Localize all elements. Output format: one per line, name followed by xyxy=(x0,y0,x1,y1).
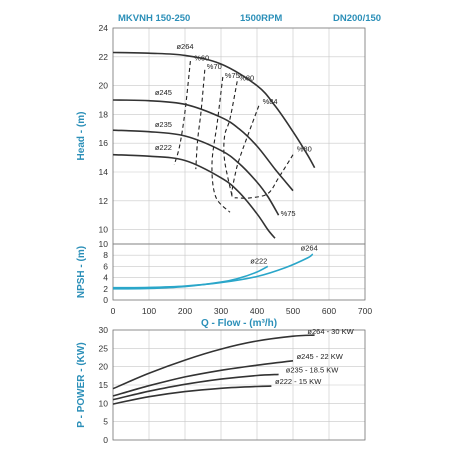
series-label: ø264 xyxy=(176,42,193,51)
head-y-tick-label: 14 xyxy=(99,167,109,177)
model-title: MKVNH 150-250 xyxy=(118,13,190,24)
head-y-tick-label: 18 xyxy=(99,109,109,119)
series-line xyxy=(112,99,294,192)
head-y-tick-label: 20 xyxy=(99,81,109,91)
npsh-y-tick-label: 0 xyxy=(103,295,108,305)
npsh-y-tick-label: 10 xyxy=(99,239,109,249)
x-tick-label: 500 xyxy=(286,306,300,316)
power-y-tick-label: 20 xyxy=(99,362,109,372)
efficiency-label: %75 xyxy=(281,209,296,218)
series-line xyxy=(112,334,315,390)
series-label: ø245 - 22 KW xyxy=(297,352,344,361)
head-y-tick-label: 10 xyxy=(99,225,109,235)
power-panel: 0 5 10 15 20 25 30 P - POWER - (KW) ø264 - 30 KW… xyxy=(76,325,366,445)
x-tick-label: 0 xyxy=(111,306,116,316)
series-label: ø222 xyxy=(250,256,267,265)
npsh-y-axis-label: NPSH - (m) xyxy=(76,246,87,298)
efficiency-line xyxy=(223,81,238,196)
series-label: ø245 xyxy=(155,88,172,97)
series-line xyxy=(112,51,316,169)
power-y-tick-label: 30 xyxy=(99,325,109,335)
x-tick-label: 700 xyxy=(358,306,372,316)
efficiency-label: %70 xyxy=(207,62,222,71)
power-y-axis-label: P - POWER - (KW) xyxy=(76,342,87,427)
npsh-y-tick-label: 6 xyxy=(103,261,108,271)
series-line xyxy=(112,153,276,239)
power-y-tick-label: 15 xyxy=(99,380,109,390)
series-label: ø222 xyxy=(155,143,172,152)
head-y-axis-label: Head - (m) xyxy=(76,112,87,161)
series-line xyxy=(112,360,294,397)
power-y-tick-label: 0 xyxy=(103,435,108,445)
power-y-tick-label: 25 xyxy=(99,343,109,353)
power-y-tick-label: 10 xyxy=(99,398,109,408)
x-axis-label: Q - Flow - (m³/h) xyxy=(201,318,277,329)
head-y-tick-label: 16 xyxy=(99,138,109,148)
series-line xyxy=(112,385,272,405)
head-y-tick-label: 24 xyxy=(99,23,109,33)
x-tick-label: 300 xyxy=(214,306,228,316)
npsh-y-tick-label: 2 xyxy=(103,284,108,294)
x-tick-label: 100 xyxy=(142,306,156,316)
head-y-tick-label: 22 xyxy=(99,52,109,62)
x-tick-label: 200 xyxy=(178,306,192,316)
x-tick-label: 400 xyxy=(250,306,264,316)
x-tick-label: 600 xyxy=(322,306,336,316)
series-line xyxy=(112,129,280,216)
head-y-tick-label: 12 xyxy=(99,196,109,206)
efficiency-label: %84 xyxy=(263,97,278,106)
power-y-tick-label: 5 xyxy=(103,417,108,427)
npsh-y-tick-label: 8 xyxy=(103,250,108,260)
series-label: ø235 xyxy=(155,120,172,129)
efficiency-line xyxy=(173,61,191,165)
series-label: ø264 - 30 KW xyxy=(307,327,354,336)
efficiency-line xyxy=(231,105,260,199)
efficiency-line xyxy=(195,69,206,170)
power-frame xyxy=(112,329,366,441)
npsh-frame xyxy=(112,243,366,301)
series-label: ø235 - 18.5 KW xyxy=(286,365,339,374)
series-label: ø264 xyxy=(301,243,318,252)
npsh-y-tick-label: 4 xyxy=(103,273,108,283)
head-frame xyxy=(112,27,366,245)
series-line xyxy=(112,373,279,401)
series-line xyxy=(112,253,314,289)
series-label: ø222 - 15 KW xyxy=(275,377,322,386)
speed-title: 1500RPM xyxy=(240,13,282,24)
efficiency-label: %75 xyxy=(225,71,240,80)
efficiency-line xyxy=(211,76,231,213)
size-title: DN200/150 xyxy=(333,13,381,24)
